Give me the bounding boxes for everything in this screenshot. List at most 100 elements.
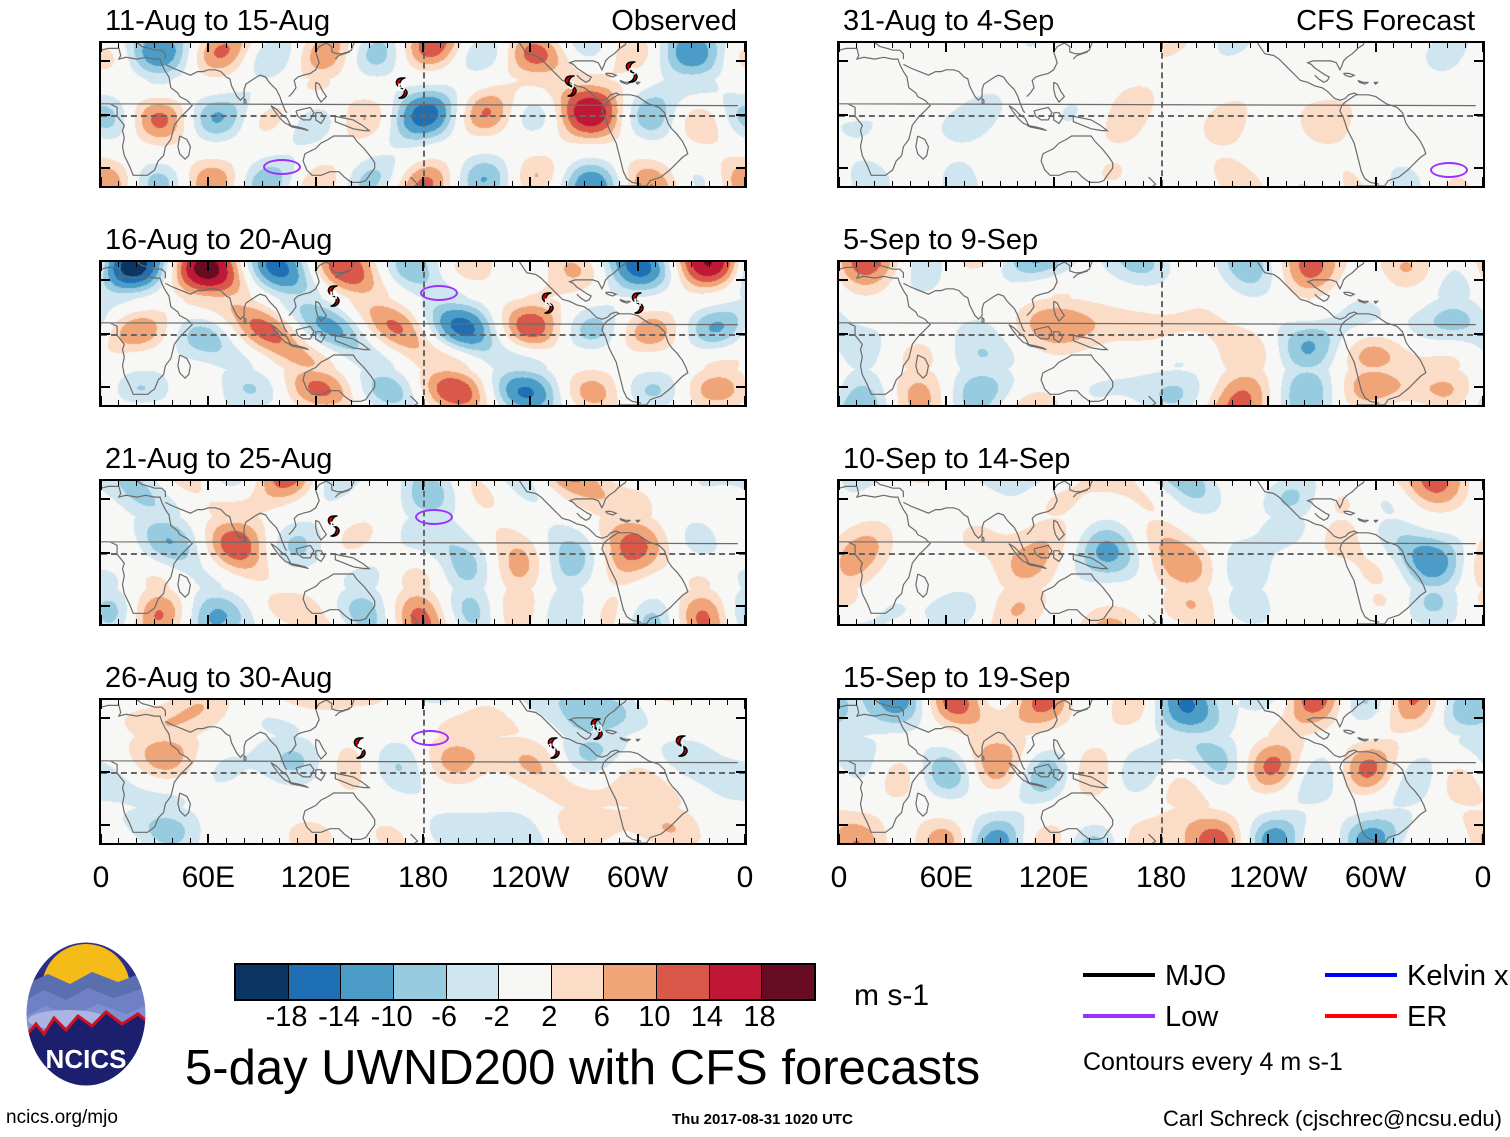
x-axis-tick [1088, 700, 1090, 705]
storm-label: 14 [547, 742, 560, 755]
x-axis-tick [583, 181, 585, 186]
x-axis-tick [1196, 262, 1198, 267]
x-axis-tick [1374, 262, 1377, 271]
x-axis-tick [350, 700, 352, 705]
x-axis-tick [1446, 700, 1448, 705]
ncics-site-link[interactable]: ncics.org/mjo [6, 1107, 118, 1128]
wave-legend-item: ER [1325, 1003, 1510, 1033]
y-axis-tick [101, 386, 110, 389]
x-axis-tick [744, 262, 746, 271]
x-axis-tick [1017, 838, 1019, 843]
x-axis-tick [1303, 481, 1305, 486]
x-axis-tick [1446, 262, 1448, 267]
x-axis-tick [1303, 400, 1305, 405]
x-axis-tick [1482, 834, 1484, 843]
colorbar-tick-label: -10 [370, 1001, 413, 1033]
y-axis-tick [1474, 551, 1483, 554]
x-axis-tick [225, 838, 227, 843]
dateline [423, 262, 425, 405]
x-axis-tick [404, 43, 406, 48]
x-axis-tick [927, 181, 929, 186]
y-axis-tick [1474, 770, 1483, 773]
x-axis-tick [1339, 838, 1341, 843]
x-axis-tick [1160, 396, 1162, 405]
x-axis-tick [636, 615, 639, 624]
x-axis-tick [601, 181, 603, 186]
x-axis-tick [1339, 262, 1341, 267]
colorbar-tick-label: 14 [690, 1001, 724, 1033]
x-axis-tick [910, 43, 912, 48]
x-axis-label: 120W [1229, 861, 1308, 894]
y-axis-tick [101, 167, 110, 170]
y-axis-tick [839, 824, 848, 827]
x-axis-tick [1160, 481, 1162, 490]
y-axis-tick [1474, 167, 1483, 170]
x-axis-tick [422, 481, 424, 490]
x-axis-tick [350, 481, 352, 486]
x-axis-tick [1428, 481, 1430, 486]
x-axis-tick [225, 481, 227, 486]
x-axis-tick [1357, 700, 1359, 705]
x-axis-tick [910, 619, 912, 624]
x-axis-tick [856, 262, 858, 267]
wave-legend-label: Low [1165, 1001, 1219, 1033]
x-axis-tick [1142, 262, 1144, 267]
dateline [1161, 700, 1163, 843]
x-axis-tick [1321, 400, 1323, 405]
x-axis-tick [838, 615, 840, 624]
x-axis-tick [856, 838, 858, 843]
storm-label: H [633, 297, 642, 310]
x-axis-tick [529, 396, 532, 405]
x-axis-tick [243, 400, 245, 405]
x-axis-tick [1178, 400, 1180, 405]
panel-title: 10-Sep to 14-Sep [843, 443, 1071, 475]
x-axis-tick [1017, 181, 1019, 186]
x-axis-tick [494, 481, 496, 486]
tropical-cyclone-marker: B [392, 75, 412, 101]
x-axis-tick [1267, 177, 1270, 186]
x-axis-tick [1214, 481, 1216, 486]
colorbar-tick-label: -6 [431, 1001, 458, 1033]
x-axis-tick [154, 700, 156, 705]
x-axis-tick [261, 43, 263, 48]
storm-label: K [544, 297, 553, 310]
y-axis-tick [736, 167, 745, 170]
x-axis-tick [1303, 619, 1305, 624]
x-axis-tick [892, 700, 894, 705]
x-axis-tick [963, 181, 965, 186]
x-axis-tick [404, 481, 406, 486]
x-axis-tick [910, 838, 912, 843]
x-axis-tick [1357, 619, 1359, 624]
x-axis-tick [1196, 619, 1198, 624]
x-axis-tick [565, 400, 567, 405]
map-plot-area: S 14 10 I [99, 698, 747, 845]
x-axis-tick [981, 838, 983, 843]
x-axis-tick [154, 619, 156, 624]
x-axis-tick [1393, 700, 1395, 705]
wave-legend-item: MJO [1083, 962, 1283, 992]
x-axis-tick [1410, 838, 1412, 843]
dateline [423, 481, 425, 624]
y-axis-tick [839, 497, 848, 500]
x-axis-tick [1410, 262, 1412, 267]
x-axis-tick [708, 481, 710, 486]
x-axis-tick [1035, 700, 1037, 705]
x-axis-tick [1196, 181, 1198, 186]
x-axis-tick [225, 181, 227, 186]
x-axis-tick [945, 615, 948, 624]
x-axis-tick [350, 619, 352, 624]
y-axis-tick [839, 59, 848, 62]
x-axis-tick [708, 181, 710, 186]
x-axis-tick [981, 400, 983, 405]
x-axis-tick [440, 838, 442, 843]
y-axis-tick [736, 386, 745, 389]
x-axis-tick [386, 43, 388, 48]
x-axis-tick [744, 615, 746, 624]
x-axis-tick [297, 181, 299, 186]
x-axis-tick [297, 700, 299, 705]
author-contact[interactable]: Carl Schreck (cjschrec@ncsu.edu) [1163, 1106, 1502, 1131]
y-axis-tick [1474, 386, 1483, 389]
x-axis-tick [1160, 43, 1162, 52]
x-axis-tick [856, 619, 858, 624]
x-axis-tick [422, 834, 424, 843]
